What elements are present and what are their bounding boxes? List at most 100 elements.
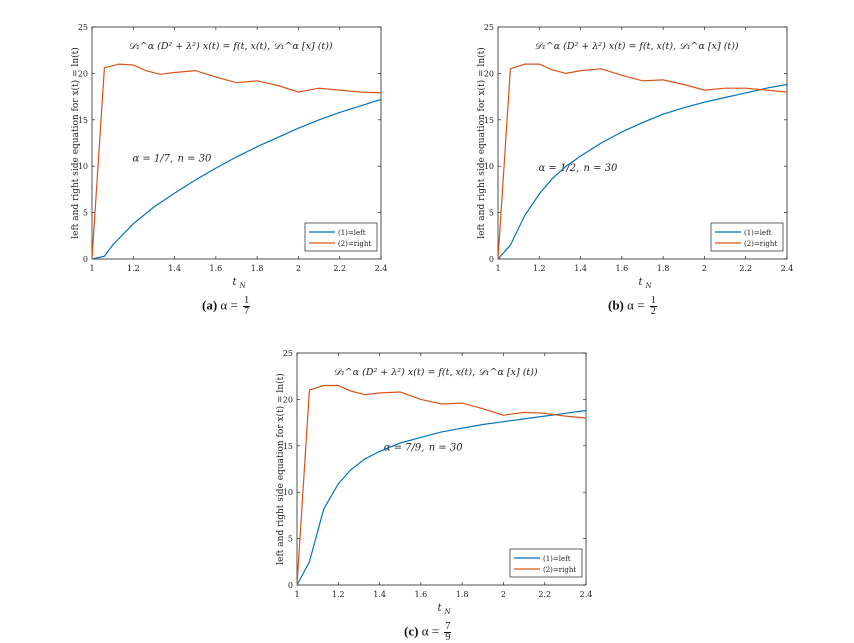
x-tick-label: 1 [89, 264, 94, 273]
y-tick-label: 5 [489, 209, 494, 218]
x-tick-label: 1.8 [657, 264, 670, 273]
series-line-left [296, 409, 587, 586]
x-axis-label-subscript: N [645, 282, 653, 290]
alpha-annotation: α = 1/2, [538, 163, 579, 174]
y-tick-label: 15 [283, 442, 293, 451]
alpha-annotation: α = 7/9, [384, 442, 425, 453]
n-annotation: n = 30 [429, 442, 464, 453]
y-tick-label: 5 [288, 535, 293, 544]
legend: (1)=left (2)=right [304, 222, 378, 252]
y-axis-label: left and right side equation for x(t) = … [476, 47, 487, 238]
x-tick-label: 1.2 [127, 264, 140, 273]
x-axis-label: t [437, 603, 442, 614]
caption-c-prefix: α = [421, 623, 440, 639]
caption-a-den: 7 [244, 306, 250, 317]
legend-label: (2)=right [543, 566, 576, 574]
y-tick-label: 10 [283, 488, 293, 497]
series-line-left [497, 83, 788, 260]
y-tick-label: 20 [484, 69, 494, 78]
x-axis-label-subscript: N [444, 608, 452, 616]
x-axis-label: t [232, 277, 237, 288]
x-tick-label: 1.2 [533, 264, 546, 273]
y-tick-label: 25 [78, 23, 88, 32]
x-tick-label: 1.4 [168, 264, 181, 273]
y-tick-label: 25 [484, 23, 494, 32]
series-line-left [91, 98, 382, 260]
caption-c-num: 7 [444, 621, 452, 633]
caption-a-prefix: α = [220, 297, 238, 313]
x-tick-label: 1.6 [209, 264, 222, 273]
y-tick-label: 0 [288, 581, 293, 590]
legend-label: (2)=right [744, 240, 777, 248]
x-tick-label: 2.2 [538, 590, 551, 599]
legend-box [304, 222, 378, 252]
x-tick-label: 2.2 [739, 264, 752, 273]
plot-area [91, 26, 382, 260]
legend: (1)=left (2)=right [509, 548, 583, 578]
x-tick-label: 2.2 [333, 264, 346, 273]
legend-label: (1)=left [338, 229, 366, 237]
x-tick-label: 1.6 [414, 590, 427, 599]
n-annotation: n = 30 [583, 163, 618, 174]
plot-area [497, 26, 788, 260]
x-tick-label: 1.4 [574, 264, 587, 273]
legend: (1)=left (2)=right [710, 222, 784, 252]
series-line-right [91, 63, 382, 260]
y-tick-label: 10 [484, 162, 494, 171]
equation-title: 𝒟₁^α (D² + λ²) x(t) = f(t, x(t), 𝒟₁^α [x… [128, 41, 333, 52]
y-tick-label: 20 [283, 395, 293, 404]
y-axis-label: left and right side equation for x(t) = … [275, 373, 286, 564]
y-tick-label: 5 [83, 209, 88, 218]
legend-box [710, 222, 784, 252]
caption-b-den: 2 [650, 306, 656, 317]
y-tick-label: 0 [489, 255, 494, 264]
x-tick-label: 2 [296, 264, 301, 273]
caption-c-label: (c) [404, 623, 419, 639]
alpha-annotation: α = 1/7, [132, 154, 173, 165]
x-axis-label: t [638, 277, 643, 288]
plot-area [296, 352, 587, 586]
caption-c-den: 9 [445, 632, 451, 643]
x-tick-label: 1.8 [456, 590, 469, 599]
y-tick-label: 0 [83, 255, 88, 264]
y-axis-label: left and right side equation for x(t) = … [70, 47, 81, 238]
y-tick-label: 15 [484, 116, 494, 125]
x-tick-label: 1 [495, 264, 500, 273]
caption-b-num: 1 [649, 295, 657, 307]
equation-title: 𝒟₁^α (D² + λ²) x(t) = f(t, x(t), 𝒟₁^α [x… [534, 41, 739, 52]
x-axis-label-subscript: N [239, 282, 247, 290]
legend-label: (1)=left [744, 229, 772, 237]
x-tick-label: 1.2 [332, 590, 345, 599]
x-tick-label: 1 [294, 590, 299, 599]
x-tick-label: 1.8 [251, 264, 264, 273]
series-line-right [296, 384, 587, 586]
x-tick-label: 1.4 [373, 590, 386, 599]
x-tick-label: 2.4 [375, 264, 388, 273]
caption-b-label: (b) [608, 297, 624, 313]
legend-label: (2)=right [338, 240, 371, 248]
equation-title: 𝒟₁^α (D² + λ²) x(t) = f(t, x(t), 𝒟₁^α [x… [333, 367, 538, 378]
x-tick-label: 2.4 [781, 264, 794, 273]
y-tick-label: 10 [78, 162, 88, 171]
n-annotation: n = 30 [177, 154, 212, 165]
legend-label: (1)=left [543, 555, 571, 563]
caption-a-num: 1 [243, 295, 251, 307]
x-tick-label: 2.4 [580, 590, 593, 599]
caption-b-prefix: α = [627, 297, 645, 313]
x-tick-label: 1.6 [615, 264, 628, 273]
x-tick-label: 2 [501, 590, 506, 599]
y-tick-label: 20 [78, 69, 88, 78]
x-tick-label: 2 [702, 264, 707, 273]
y-tick-label: 15 [78, 116, 88, 125]
series-line-right [497, 63, 788, 260]
